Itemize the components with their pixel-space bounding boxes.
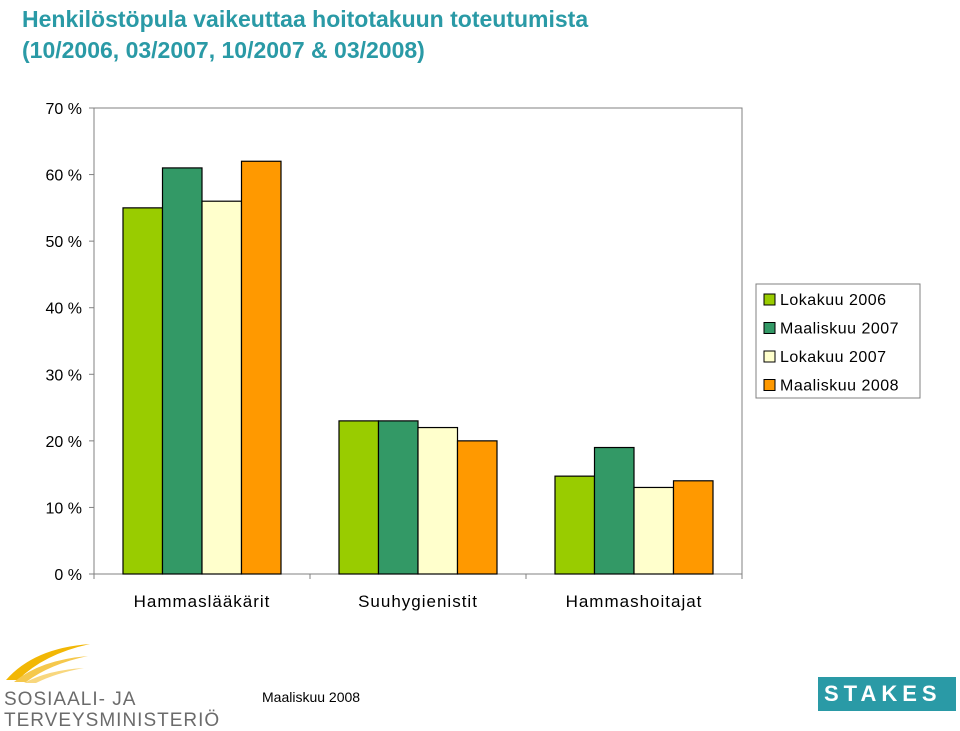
legend-swatch: [763, 293, 776, 306]
x-category-label: Hammashoitajat: [566, 592, 703, 611]
bar-4: [456, 440, 498, 575]
bar-3: [201, 200, 243, 575]
bar-3: [633, 486, 675, 575]
legend-label: Maaliskuu 2007: [780, 321, 899, 338]
y-tick-label: 0 %: [54, 567, 82, 584]
y-tick-label: 60 %: [46, 168, 82, 185]
ministry-swoosh-icon: [6, 644, 90, 683]
bar-2: [377, 420, 419, 575]
x-category-label: Suuhygienistit: [358, 592, 478, 611]
bar-4: [240, 160, 282, 575]
bar-2: [593, 446, 635, 575]
y-tick-label: 70 %: [46, 101, 82, 118]
chart-title-line1: Henkilöstöpula vaikeuttaa hoitotakuun to…: [22, 6, 589, 32]
y-tick-label: 50 %: [46, 234, 82, 251]
bar-2: [161, 167, 203, 575]
y-tick-label: 20 %: [46, 434, 82, 451]
legend-label: Lokakuu 2007: [780, 349, 887, 366]
ministry-logo-line1: SOSIAALI- JA: [4, 689, 137, 710]
legend-swatch: [763, 350, 776, 363]
bar-4: [672, 480, 714, 575]
bar-chart: 0 % 10 % 20 % 30 % 40 % 50 % 60 % 70 % Hammaslää…: [46, 101, 921, 611]
legend-label: Lokakuu 2006: [780, 292, 887, 309]
footer-date: Maaliskuu 2008: [262, 689, 361, 705]
bar-1: [554, 475, 596, 575]
y-tick-label: 30 %: [46, 367, 82, 384]
legend: [755, 283, 921, 399]
ministry-logo: SOSIAALI- JA TERVEYSMINISTERIÖ: [4, 640, 220, 731]
bar-3: [417, 426, 459, 575]
bar-1: [122, 207, 164, 575]
y-tick-label: 40 %: [46, 301, 82, 318]
ministry-logo-line2: TERVEYSMINISTERIÖ: [4, 710, 221, 731]
y-tick-label: 10 %: [46, 500, 82, 517]
chart-title: Henkilöstöpula vaikeuttaa hoitotakuun to…: [22, 4, 588, 66]
legend-swatch: [763, 322, 776, 334]
legend-label: Maaliskuu 2008: [780, 378, 899, 395]
chart-title-line2: (10/2006, 03/2007, 10/2007 & 03/2008): [22, 37, 425, 63]
legend-swatch: [763, 379, 776, 391]
x-category-label: Hammaslääkärit: [134, 592, 271, 611]
stakes-logo: STAKES: [818, 677, 956, 711]
bar-1: [338, 420, 380, 575]
